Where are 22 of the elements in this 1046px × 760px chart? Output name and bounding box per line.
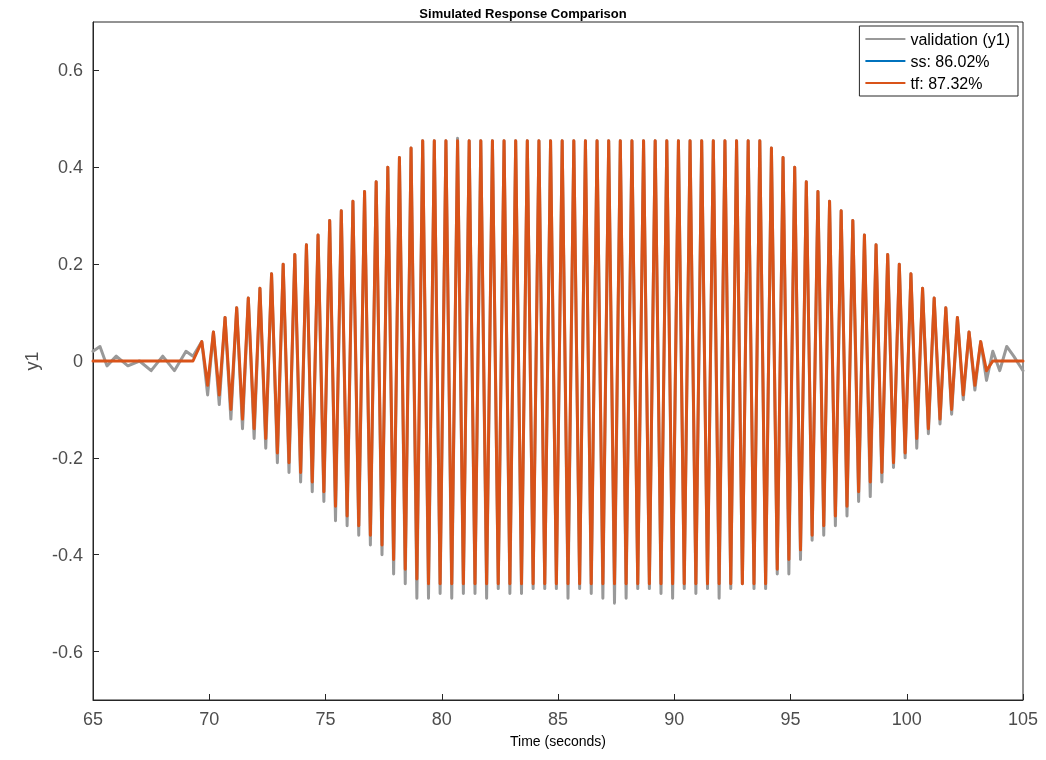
y-axis-title: y1	[22, 351, 42, 371]
y-tick-label: 0.6	[57, 60, 83, 81]
x-tick-label: 80	[431, 709, 452, 729]
x-axis-title: Time (seconds)	[510, 733, 606, 749]
y-tick-label: 0.4	[57, 157, 83, 178]
x-tick-label: 65	[82, 709, 104, 729]
legend-label: tf: 87.32%	[910, 74, 983, 92]
y-tick-label: 0	[72, 351, 83, 371]
x-tick-label: 95	[780, 709, 801, 729]
legend-label: validation (y1)	[910, 30, 1011, 48]
x-tick-label: 75	[315, 709, 336, 729]
y-tick-label: 0.2	[57, 254, 83, 275]
x-tick-label: 85	[547, 709, 569, 729]
legend-label: ss: 86.02%	[910, 52, 990, 70]
y-tick-label: -0.4	[51, 544, 83, 565]
chart-title: Simulated Response Comparison	[419, 6, 627, 21]
y-tick-label: -0.6	[51, 641, 83, 662]
x-tick-label: 100	[891, 709, 922, 729]
x-tick-label: 70	[199, 709, 220, 729]
x-tick-label: 90	[664, 709, 685, 729]
x-tick-label: 105	[1007, 709, 1039, 729]
y-tick-label: -0.2	[51, 447, 83, 468]
